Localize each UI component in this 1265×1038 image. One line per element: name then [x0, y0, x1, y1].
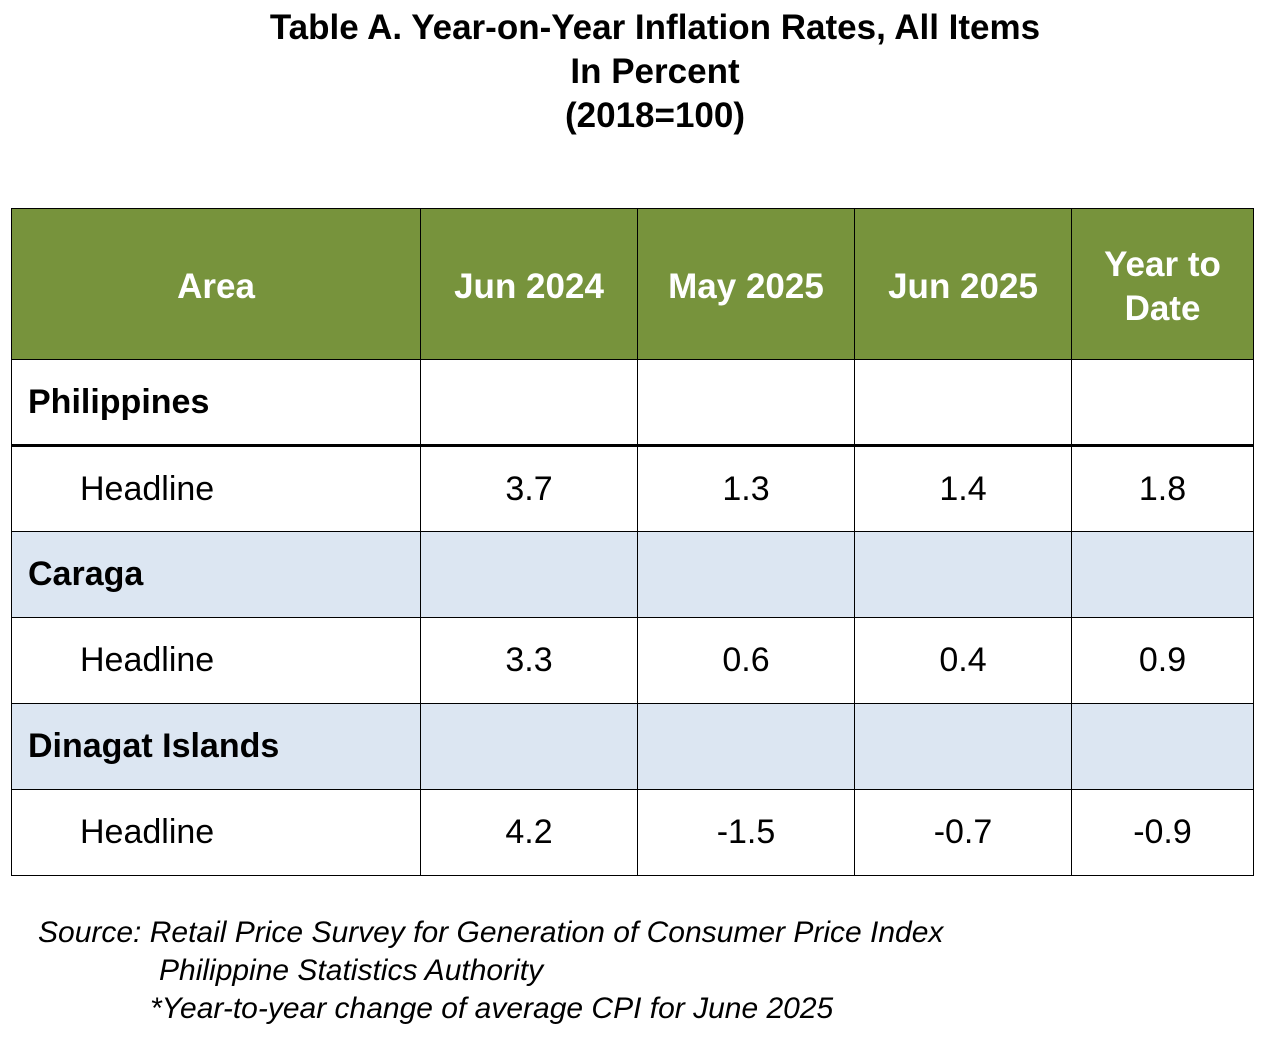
- source-note: Source: Retail Price Survey for Generati…: [38, 914, 943, 1028]
- value-cell: 3.7: [420, 445, 638, 532]
- value-cell: -0.7: [854, 789, 1072, 876]
- value-cell: [420, 703, 638, 790]
- table-row-philippines-headline: Headline 3.7 1.3 1.4 1.8: [11, 445, 1254, 532]
- area-cell: Dinagat Islands: [11, 703, 421, 790]
- header-row: Area Jun 2024 May 2025 Jun 2025 Year to …: [11, 208, 1254, 360]
- value-cell: 3.3: [420, 617, 638, 704]
- value-cell: [854, 359, 1072, 447]
- area-cell: Headline: [11, 445, 421, 532]
- header-year-to-date: Year to Date: [1071, 208, 1254, 360]
- value-cell: [854, 531, 1072, 618]
- value-cell: [420, 531, 638, 618]
- source-line-3: *Year-to-year change of average CPI for …: [150, 992, 834, 1025]
- title-line-3: (2018=100): [564, 96, 745, 135]
- value-cell: [854, 703, 1072, 790]
- value-cell: 0.4: [854, 617, 1072, 704]
- value-cell: [637, 531, 855, 618]
- header-jun-2024: Jun 2024: [420, 208, 638, 360]
- area-cell: Headline: [11, 789, 421, 876]
- value-cell: [1071, 359, 1254, 447]
- value-cell: [420, 359, 638, 447]
- inflation-table: Area Jun 2024 May 2025 Jun 2025 Year to …: [11, 208, 1254, 876]
- value-cell: -0.9: [1071, 789, 1254, 876]
- table-row-caraga-headline: Headline 3.3 0.6 0.4 0.9: [11, 617, 1254, 704]
- value-cell: 0.9: [1071, 617, 1254, 704]
- table-row-caraga: Caraga: [11, 531, 1254, 618]
- table-title: Table A. Year-on-Year Inflation Rates, A…: [0, 6, 1265, 138]
- table-row-dinagat-islands: Dinagat Islands: [11, 703, 1254, 790]
- header-area: Area: [11, 208, 421, 360]
- source-line-1: Source: Retail Price Survey for Generati…: [38, 916, 944, 949]
- value-cell: [1071, 531, 1254, 618]
- value-cell: 1.4: [854, 445, 1072, 532]
- value-cell: 4.2: [420, 789, 638, 876]
- title-line-1: Table A. Year-on-Year Inflation Rates, A…: [269, 8, 1041, 47]
- value-cell: [637, 703, 855, 790]
- area-cell: Caraga: [11, 531, 421, 618]
- value-cell: -1.5: [637, 789, 855, 876]
- header-jun-2025: Jun 2025: [854, 208, 1072, 360]
- header-may-2025: May 2025: [637, 208, 855, 360]
- table-row-philippines: Philippines: [11, 359, 1254, 447]
- value-cell: 1.8: [1071, 445, 1254, 532]
- value-cell: 1.3: [637, 445, 855, 532]
- area-cell: Philippines: [11, 359, 421, 447]
- table-row-dinagat-headline: Headline 4.2 -1.5 -0.7 -0.9: [11, 789, 1254, 876]
- title-line-2: In Percent: [570, 52, 740, 91]
- value-cell: 0.6: [637, 617, 855, 704]
- source-line-2: Philippine Statistics Authority: [159, 954, 544, 987]
- area-cell: Headline: [11, 617, 421, 704]
- value-cell: [637, 359, 855, 447]
- value-cell: [1071, 703, 1254, 790]
